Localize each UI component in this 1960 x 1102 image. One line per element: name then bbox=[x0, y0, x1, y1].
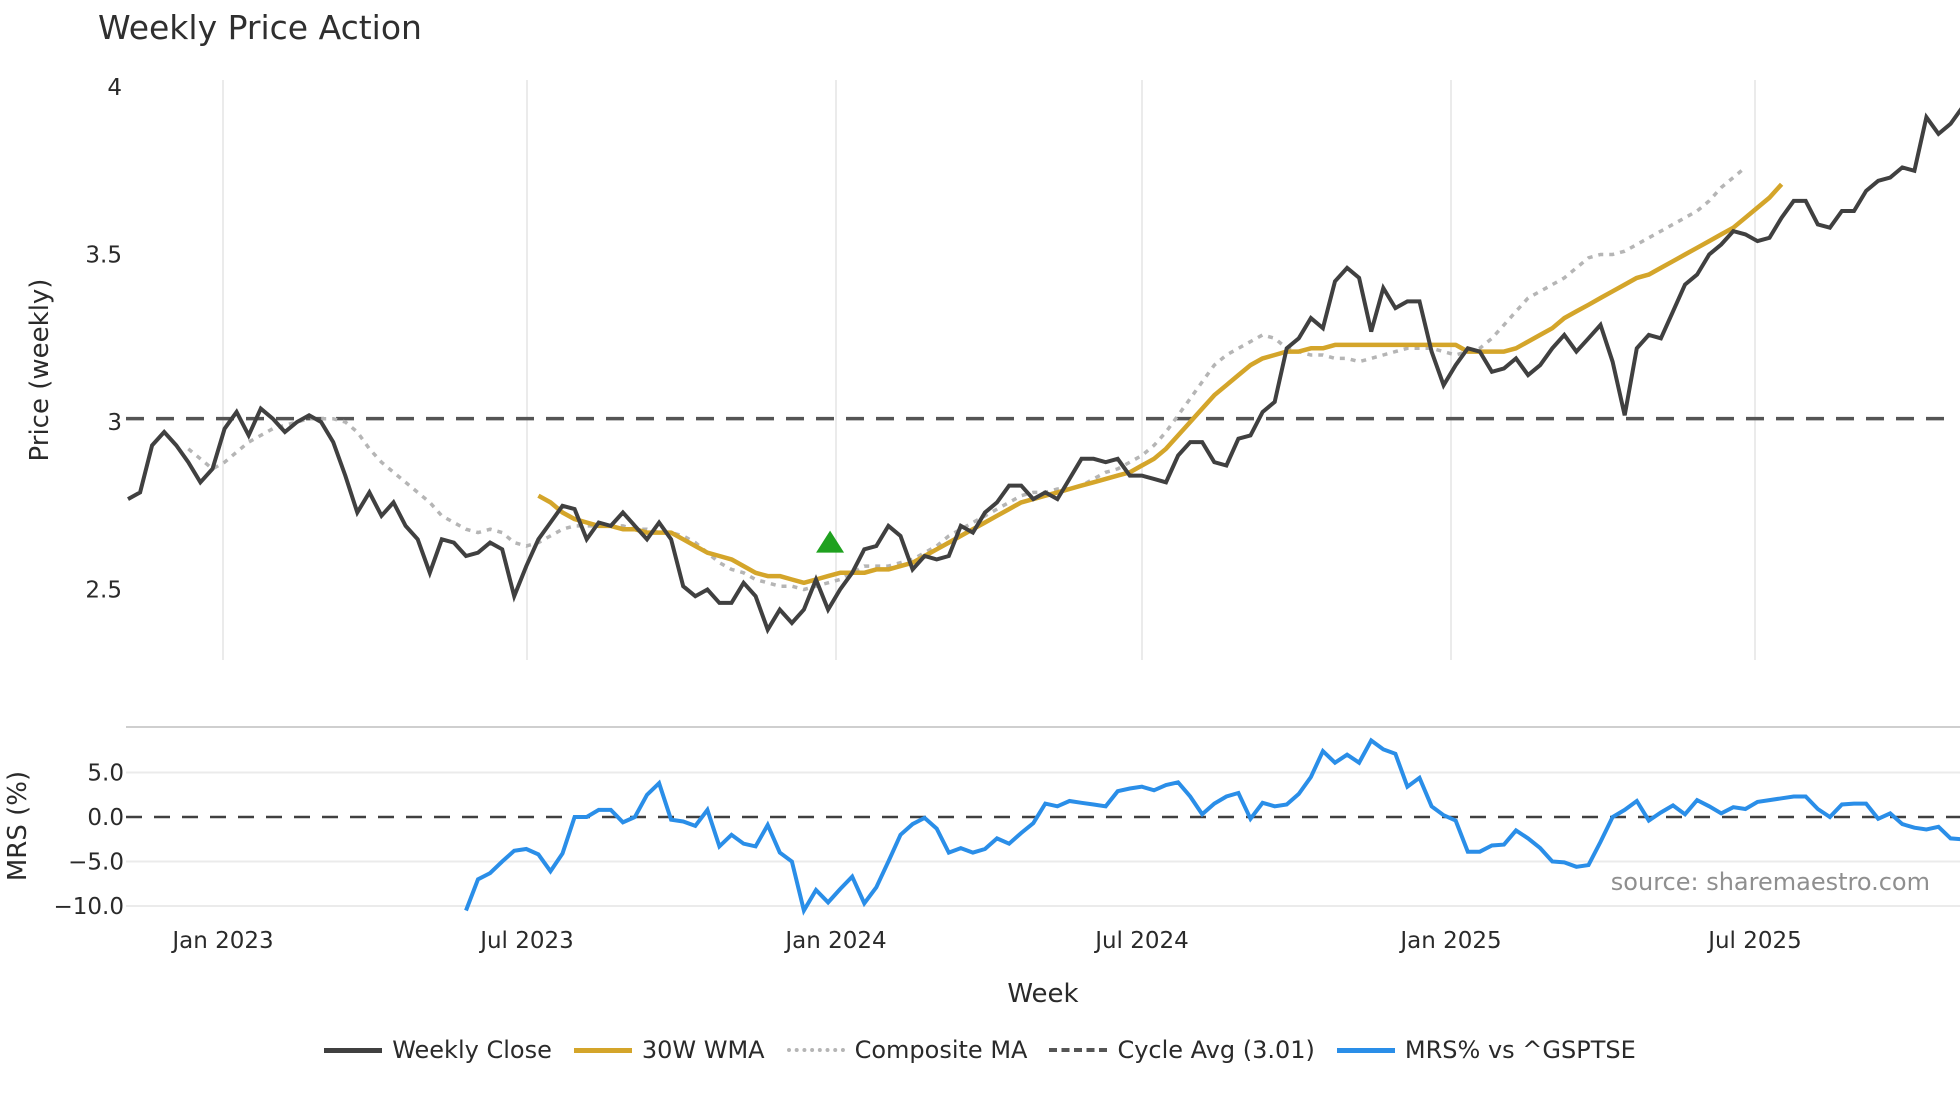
weekly-close-line bbox=[127, 107, 1960, 635]
price-axis-ticks: 4 3.5 3 2.5 bbox=[85, 75, 122, 604]
mrs-swatch-icon bbox=[1336, 1047, 1395, 1053]
legend-label: Cycle Avg (3.01) bbox=[1117, 1036, 1315, 1064]
legend-label: 30W WMA bbox=[641, 1036, 765, 1064]
vertical-gridlines bbox=[222, 80, 1756, 660]
cycle-swatch-icon bbox=[1049, 1048, 1108, 1052]
mrs-tick-label: −5.0 bbox=[68, 850, 124, 876]
mrs-axis-ticks: 5.0 0.0 −10.0 −5.0 bbox=[54, 761, 1960, 920]
mrs-axis-label: MRS (%) bbox=[3, 771, 33, 881]
x-axis-label: Week bbox=[1007, 979, 1078, 1009]
legend-label: MRS% vs ^GSPTSE bbox=[1404, 1036, 1636, 1064]
legend-item-weekly-close[interactable]: Weekly Close bbox=[324, 1036, 552, 1064]
weekly-close-swatch-icon bbox=[324, 1047, 383, 1053]
legend-item-mrs[interactable]: MRS% vs ^GSPTSE bbox=[1336, 1036, 1636, 1064]
price-tick-label: 4 bbox=[107, 75, 122, 101]
chart-title: Weekly Price Action bbox=[98, 8, 422, 47]
legend-item-composite-ma[interactable]: Composite MA bbox=[786, 1036, 1028, 1064]
mrs-tick-label: 5.0 bbox=[87, 761, 124, 787]
x-tick-label: Jan 2024 bbox=[783, 928, 886, 954]
legend-label: Weekly Close bbox=[392, 1036, 552, 1064]
price-tick-label: 2.5 bbox=[85, 578, 122, 604]
mrs-line bbox=[464, 737, 1960, 916]
mrs-tick-label: 0.0 bbox=[87, 805, 124, 831]
composite-ma-line bbox=[187, 166, 1747, 592]
mrs-tick-label: −10.0 bbox=[54, 894, 124, 920]
buy-signal-triangle-icon bbox=[816, 530, 845, 553]
x-tick-label: Jul 2024 bbox=[1093, 928, 1189, 954]
legend-item-cycle-avg[interactable]: Cycle Avg (3.01) bbox=[1049, 1036, 1315, 1064]
x-tick-label: Jan 2023 bbox=[170, 928, 273, 954]
price-tick-label: 3 bbox=[107, 410, 122, 436]
legend: Weekly Close 30W WMA Composite MA Cycle … bbox=[0, 1036, 1960, 1064]
price-tick-label: 3.5 bbox=[85, 243, 122, 269]
composite-swatch-icon bbox=[786, 1048, 845, 1052]
x-tick-label: Jul 2023 bbox=[478, 928, 574, 954]
x-tick-label: Jul 2025 bbox=[1706, 928, 1802, 954]
price-axis-label: Price (weekly) bbox=[25, 279, 55, 462]
legend-label: Composite MA bbox=[854, 1036, 1028, 1064]
x-tick-label: Jan 2025 bbox=[1398, 928, 1501, 954]
x-axis-ticks: Jan 2023 Jul 2023 Jan 2024 Jul 2024 Jan 2025… bbox=[170, 928, 1801, 954]
legend-item-30w-wma[interactable]: 30W WMA bbox=[573, 1036, 765, 1064]
source-note: source: sharemaestro.com bbox=[1611, 868, 1930, 896]
wma-swatch-icon bbox=[573, 1047, 632, 1053]
wma-30w-line bbox=[537, 182, 1784, 586]
